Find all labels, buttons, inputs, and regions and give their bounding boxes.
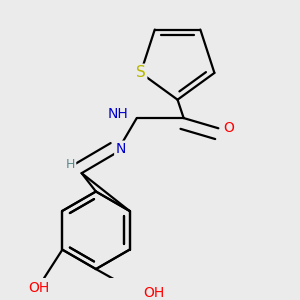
Text: NH: NH (108, 107, 129, 121)
Text: H: H (66, 158, 76, 172)
Text: N: N (115, 142, 126, 156)
Text: O: O (223, 121, 234, 135)
Text: OH: OH (28, 281, 50, 296)
Text: OH: OH (143, 286, 164, 299)
Text: S: S (136, 65, 146, 80)
